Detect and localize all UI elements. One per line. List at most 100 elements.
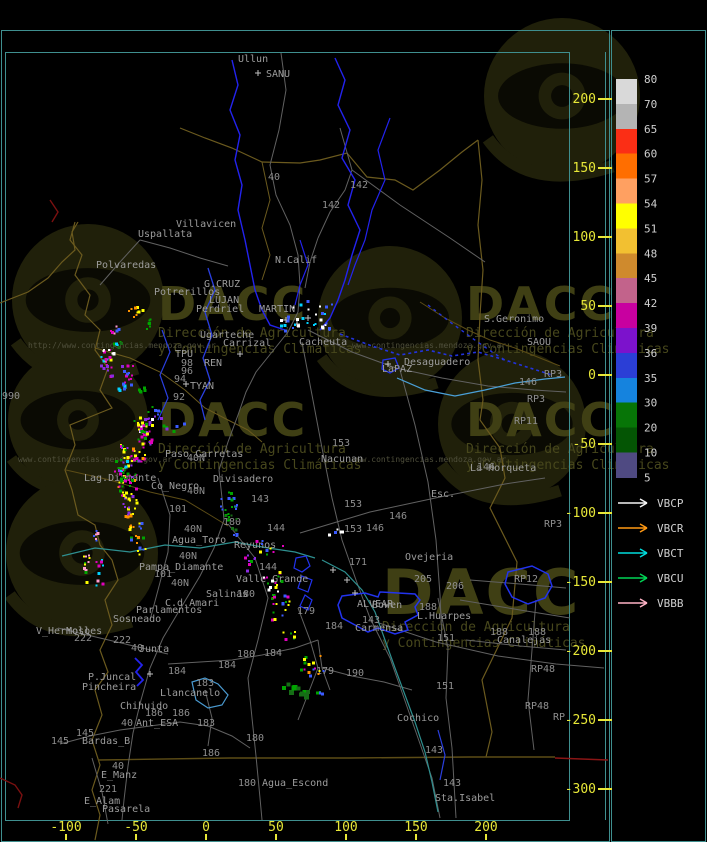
route-number-label: RP <box>553 712 565 723</box>
town-marker-icon <box>305 315 311 321</box>
radar-echo <box>142 446 145 449</box>
radar-echo <box>281 614 284 617</box>
route-number-label: 184 <box>218 660 236 671</box>
radar-echo <box>95 537 97 540</box>
radar-echo <box>137 310 141 314</box>
radar-echo <box>119 458 122 461</box>
radar-echo <box>130 377 133 380</box>
radar-echo <box>139 390 143 394</box>
place-label: TPU <box>175 349 193 360</box>
place-label: Reyunos <box>234 540 276 551</box>
radar-echo <box>327 327 331 331</box>
route-number-label: 179 <box>316 666 334 677</box>
radar-echo <box>146 432 150 436</box>
radar-echo <box>253 557 256 560</box>
route-number-label: 142 <box>322 200 340 211</box>
place-label: N.Calif <box>275 255 317 266</box>
radar-echo <box>144 422 148 426</box>
watermark-url: www.contingencias.mendoza.gov.ar <box>352 455 506 464</box>
radar-echo <box>117 327 121 331</box>
radar-echo <box>314 323 317 325</box>
radar-echo <box>147 322 150 325</box>
dacc-eye-logo-icon <box>10 224 164 384</box>
radar-echo <box>132 447 136 451</box>
radar-echo <box>317 673 320 675</box>
route-number-label: RP3 <box>544 369 562 380</box>
place-label: Polvaredas <box>96 260 156 271</box>
radar-echo <box>119 342 123 346</box>
place-label: Agua_Escond <box>262 778 328 789</box>
radar-echo <box>141 308 145 312</box>
radar-echo <box>122 503 125 506</box>
route-number-label: 990 <box>2 391 20 402</box>
boundary-line <box>94 347 263 443</box>
svg-text:DACC: DACC <box>466 393 615 447</box>
radar-echo <box>320 325 324 329</box>
radar-echo <box>100 356 103 359</box>
radar-echo <box>118 468 121 472</box>
road-line <box>59 725 151 745</box>
radar-echo <box>134 454 137 458</box>
radar-echo <box>227 513 230 515</box>
radar-echo <box>154 415 157 418</box>
route-number-label: 179 <box>297 606 315 617</box>
route-number-label: 171 <box>349 557 367 568</box>
radar-echo <box>145 425 148 428</box>
route-number-label: 144 <box>259 562 277 573</box>
river-line <box>229 59 286 331</box>
radar-echo <box>324 313 326 316</box>
dbz-color-scale: 80 70 65 60 57 54 51 48 45 42 39 36 35 30 20 10 5 <box>616 73 658 484</box>
radar-echo <box>128 474 131 477</box>
watermark-url: www.contingencias.mendoza.gov.ar <box>18 455 172 464</box>
radar-echo <box>118 485 121 488</box>
radar-echo <box>146 328 148 330</box>
route-number-label: 151 <box>437 633 455 644</box>
radar-echo <box>235 518 238 521</box>
road-line <box>99 239 141 286</box>
radar-echo <box>151 424 155 428</box>
scale-value-label: 39 <box>644 322 657 335</box>
radar-echo <box>129 524 132 527</box>
radar-echo <box>101 582 105 586</box>
route-number-label: 184 <box>168 666 186 677</box>
route-number-label: 183 <box>196 678 214 689</box>
route-number-label: 101 <box>169 504 187 515</box>
radar-echo <box>126 455 130 459</box>
radar-echo <box>247 559 250 562</box>
radar-echo <box>294 323 296 326</box>
radar-echo <box>149 325 152 328</box>
radar-echo <box>124 381 127 384</box>
radar-echo <box>272 603 275 606</box>
radar-echo <box>273 594 276 597</box>
route-number-label: 40N <box>179 551 197 562</box>
river-line <box>299 594 313 611</box>
route-number-label: 145 <box>51 736 69 747</box>
radar-echo <box>100 364 104 368</box>
route-number-label: 188 <box>490 627 508 638</box>
scale-color-segment <box>616 303 637 329</box>
place-label: P.Juncal <box>88 672 136 683</box>
place-label: Agua_Toro <box>172 535 226 546</box>
radar-echo <box>151 418 154 422</box>
place-label: SAOU <box>527 337 551 348</box>
radar-echo <box>129 526 132 529</box>
vector-code-label: VBBB <box>657 597 684 610</box>
radar-echo <box>147 418 149 420</box>
radar-echo <box>85 580 89 584</box>
radar-echo <box>235 505 238 508</box>
radar-echo <box>231 526 235 530</box>
road-line <box>304 237 319 289</box>
river-line <box>61 541 316 559</box>
place-label: Ugarteche <box>200 330 254 341</box>
radar-echo <box>248 562 252 566</box>
route-number-label: 206 <box>446 581 464 592</box>
route-number-label: 180 <box>223 517 241 528</box>
radar-echo <box>301 317 305 320</box>
radar-echo <box>120 494 123 497</box>
place-label: G.CRUZ <box>204 279 240 290</box>
route-number-label: 153 <box>332 438 350 449</box>
river-line <box>339 333 553 376</box>
radar-echo <box>137 423 140 427</box>
scale-color-segment <box>616 79 637 105</box>
